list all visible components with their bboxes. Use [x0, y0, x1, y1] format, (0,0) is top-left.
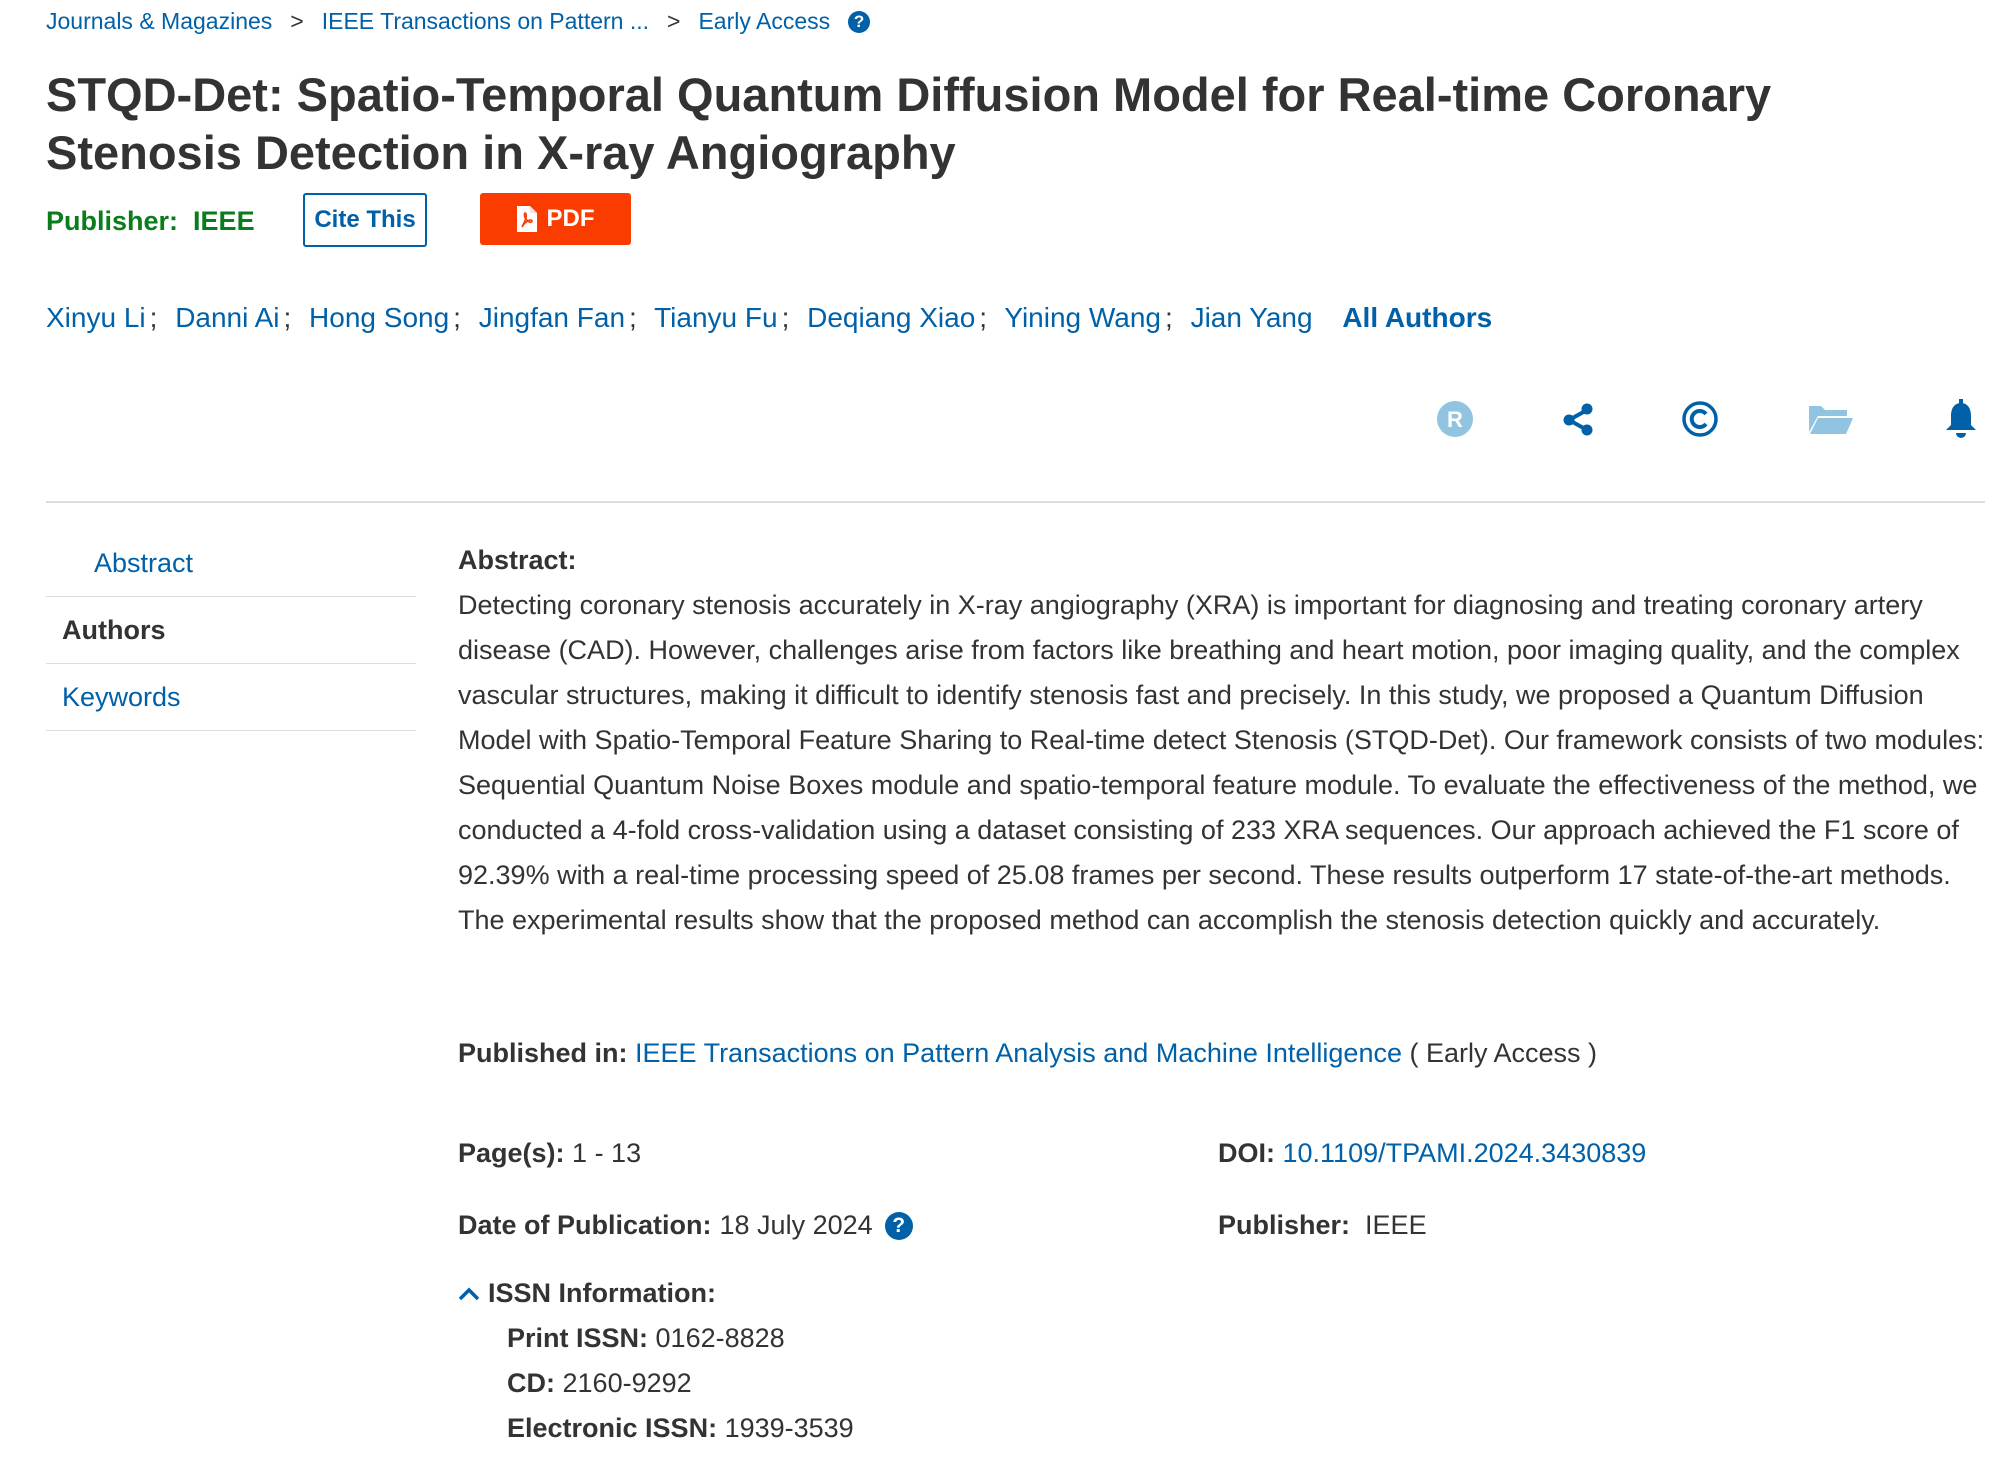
- pdf-file-icon: [516, 206, 537, 232]
- author-link[interactable]: Danni Ai: [175, 302, 280, 333]
- help-icon[interactable]: ?: [848, 10, 871, 33]
- breadcrumb-early-access[interactable]: Early Access: [698, 8, 831, 34]
- author-link[interactable]: Tianyu Fu: [654, 302, 778, 333]
- journal-link[interactable]: IEEE Transactions on Pattern Analysis an…: [635, 1038, 1402, 1068]
- date-of-publication: Date of Publication: 18 July 2024 ?: [458, 1210, 913, 1241]
- page-title: STQD-Det: Spatio-Temporal Quantum Diffus…: [46, 68, 1772, 179]
- all-authors-link[interactable]: All Authors: [1342, 302, 1493, 333]
- help-icon[interactable]: ?: [884, 1211, 913, 1240]
- meta-publisher: Publisher: IEEE: [1218, 1210, 1427, 1240]
- author-link[interactable]: Deqiang Xiao: [807, 302, 976, 333]
- chevron-up-icon: [458, 1287, 480, 1300]
- publisher-row: Publisher: IEEE Cite This PDF: [46, 193, 746, 249]
- abstract-text: Detecting coronary stenosis accurately i…: [458, 590, 1985, 935]
- published-in: Published in: IEEE Transactions on Patte…: [458, 1038, 1598, 1068]
- svg-text:R: R: [1447, 407, 1463, 432]
- author-link[interactable]: Jian Yang: [1190, 302, 1313, 333]
- copyright-icon[interactable]: [1678, 397, 1722, 441]
- header-divider: [46, 501, 1985, 503]
- doi: DOI: 10.1109/TPAMI.2024.3430839: [1218, 1138, 1647, 1168]
- pages: Page(s): 1 - 13: [458, 1138, 642, 1168]
- bell-icon[interactable]: [1939, 397, 1983, 441]
- electronic-issn: Electronic ISSN: 1939-3539: [507, 1413, 854, 1443]
- doi-link[interactable]: 10.1109/TPAMI.2024.3430839: [1282, 1138, 1647, 1168]
- folder-icon[interactable]: [1809, 397, 1853, 441]
- author-link[interactable]: Jingfan Fan: [478, 302, 626, 333]
- author-link[interactable]: Yining Wang: [1004, 302, 1162, 333]
- publisher-label: Publisher: IEEE: [46, 205, 255, 236]
- breadcrumb-journal[interactable]: IEEE Transactions on Pattern ...: [321, 8, 650, 34]
- author-link[interactable]: Xinyu Li: [46, 302, 146, 333]
- cite-this-button[interactable]: Cite This: [303, 193, 427, 247]
- author-list: Xinyu Li; Danni Ai; Hong Song; Jingfan F…: [46, 302, 1493, 333]
- cd-issn: CD: 2160-9292: [507, 1368, 692, 1398]
- nav-keywords[interactable]: Keywords: [46, 664, 416, 731]
- print-issn: Print ISSN: 0162-8828: [507, 1323, 785, 1353]
- breadcrumb: Journals & Magazines > IEEE Transactions…: [46, 8, 871, 35]
- nav-authors[interactable]: Authors: [46, 597, 416, 664]
- breadcrumb-separator: >: [667, 8, 681, 34]
- nav-abstract[interactable]: Abstract: [46, 530, 416, 597]
- rights-icon[interactable]: R: [1433, 397, 1477, 441]
- issn-toggle[interactable]: ISSN Information:: [458, 1278, 716, 1309]
- abstract-heading: Abstract:: [458, 545, 577, 575]
- pdf-label: PDF: [546, 205, 595, 232]
- breadcrumb-journals[interactable]: Journals & Magazines: [46, 8, 273, 34]
- pdf-button[interactable]: PDF: [480, 193, 631, 245]
- section-nav: Abstract Authors Keywords: [46, 530, 416, 731]
- breadcrumb-separator: >: [290, 8, 304, 34]
- abstract-section: Abstract: Detecting coronary stenosis ac…: [458, 538, 1985, 943]
- author-link[interactable]: Hong Song: [309, 302, 450, 333]
- share-icon[interactable]: [1556, 397, 1600, 441]
